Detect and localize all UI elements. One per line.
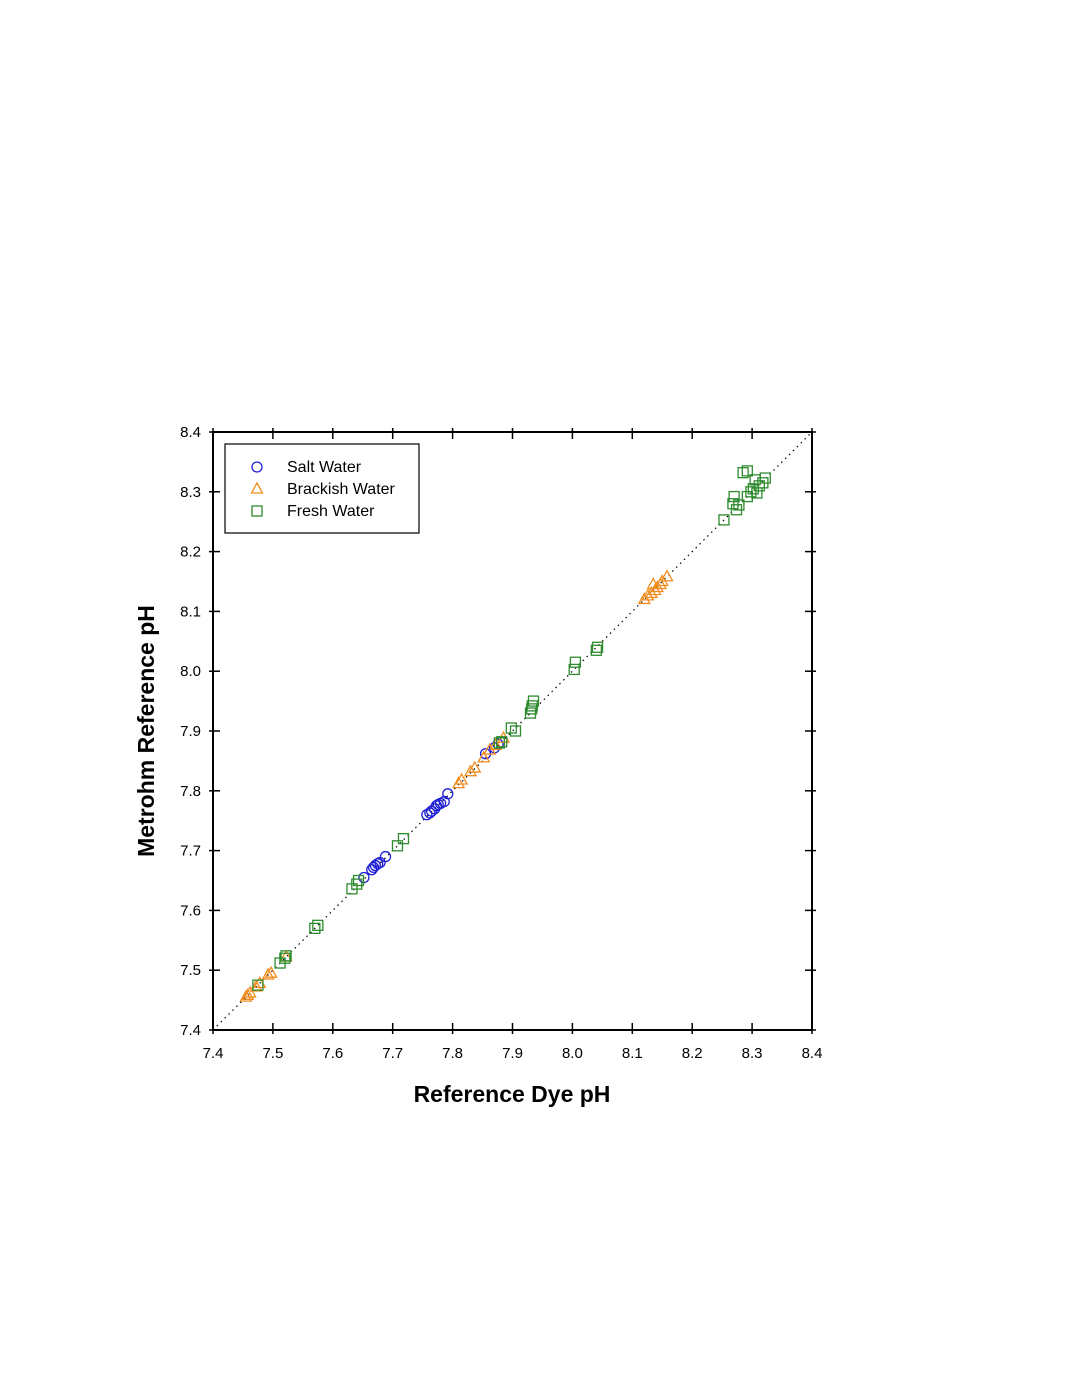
legend-label-salt-water: Salt Water — [287, 459, 362, 476]
data-point-square — [745, 486, 757, 498]
data-point-square — [718, 514, 730, 526]
data-point-triangle — [261, 967, 275, 980]
data-point-square — [352, 874, 365, 887]
data-point-triangle — [477, 750, 491, 763]
data-point-square — [505, 722, 517, 734]
data-point-triangle — [644, 586, 659, 599]
data-point-square — [737, 467, 749, 479]
legend: Salt Water Brackish Water Fresh Water — [224, 443, 420, 534]
x-tick-label: 8.0 — [562, 1045, 583, 1062]
x-tick-label: 7.4 — [203, 1045, 224, 1062]
legend-label-brackish-water: Brackish Water — [287, 481, 396, 498]
data-point-triangle — [650, 580, 665, 593]
data-point-square — [591, 641, 604, 653]
data-point-triangle — [241, 987, 255, 1000]
y-tick-label: 7.8 — [180, 783, 201, 800]
y-tick-label: 8.0 — [180, 663, 201, 680]
data-point-triangle — [468, 760, 482, 773]
legend-marker-circle — [251, 461, 263, 473]
data-point-square — [568, 663, 580, 676]
data-point-square — [751, 487, 763, 499]
axis-ticks: 7.4 7.5 7.6 7.7 7.8 7.9 8.0 8.1 8.2 8.3 8.4 7.4 7.5 7… — [180, 424, 822, 1062]
data-point-triangle — [239, 989, 253, 1002]
data-point-square — [524, 707, 537, 719]
data-point-triangle — [454, 772, 469, 785]
data-point-triangle — [463, 764, 478, 777]
x-tick-label: 8.4 — [802, 1045, 823, 1062]
legend-label-fresh-water: Fresh Water — [287, 503, 375, 520]
y-tick-label: 8.3 — [180, 484, 201, 501]
data-point-triangle — [243, 985, 257, 998]
data-point-triangle — [451, 776, 466, 789]
x-tick-label: 8.3 — [742, 1045, 763, 1062]
data-point-square — [733, 499, 745, 511]
data-point-square — [280, 950, 292, 962]
data-point-square — [351, 878, 363, 890]
data-point-triangle — [264, 965, 278, 978]
y-tick-label: 7.6 — [180, 902, 201, 919]
y-tick-label: 8.2 — [180, 544, 201, 561]
data-point-square — [727, 498, 739, 510]
x-tick-label: 7.9 — [502, 1045, 523, 1062]
data-point-circle — [442, 788, 454, 800]
x-axis-title: Reference Dye pH — [414, 1081, 611, 1107]
series-salt-water — [358, 738, 504, 884]
data-point-square — [397, 832, 410, 845]
x-tick-label: 8.1 — [622, 1045, 643, 1062]
data-point-square — [309, 922, 321, 934]
series-brackish-water — [239, 569, 674, 1002]
y-tick-label: 7.4 — [180, 1022, 201, 1039]
data-point-square — [741, 465, 753, 477]
x-tick-label: 8.2 — [682, 1045, 703, 1062]
x-tick-label: 7.6 — [322, 1045, 343, 1062]
data-point-triangle — [660, 569, 674, 582]
data-point-square — [391, 840, 404, 852]
y-tick-label: 7.9 — [180, 723, 201, 740]
y-tick-label: 7.7 — [180, 843, 201, 860]
data-point-square — [753, 480, 765, 492]
identity-reference-line — [212, 431, 813, 1031]
legend-marker-square — [251, 505, 263, 517]
y-tick-label: 8.4 — [180, 424, 201, 441]
x-tick-label: 7.8 — [442, 1045, 463, 1062]
data-point-square — [590, 644, 603, 656]
data-point-circle — [379, 850, 392, 863]
data-point-square — [252, 979, 264, 991]
data-point-square — [496, 736, 508, 748]
data-point-square — [312, 919, 324, 931]
data-point-triangle — [637, 592, 651, 605]
data-point-square — [569, 656, 582, 668]
data-point-triangle — [648, 583, 662, 596]
x-tick-label: 7.5 — [262, 1045, 283, 1062]
legend-box — [224, 443, 420, 534]
data-point-triangle — [489, 738, 503, 751]
data-point-square — [493, 737, 505, 749]
y-axis-title: Metrohm Reference pH — [133, 605, 159, 857]
x-tick-label: 7.7 — [382, 1045, 403, 1062]
y-tick-label: 8.1 — [180, 603, 201, 620]
data-point-square — [527, 695, 540, 707]
legend-marker-triangle — [250, 481, 264, 494]
data-point-square — [509, 725, 522, 737]
data-point-square — [279, 952, 291, 964]
data-point-square — [747, 483, 759, 495]
series-fresh-water — [252, 465, 771, 991]
series-layer — [239, 465, 771, 1002]
data-point-square — [759, 472, 771, 484]
y-tick-label: 7.5 — [180, 962, 201, 979]
